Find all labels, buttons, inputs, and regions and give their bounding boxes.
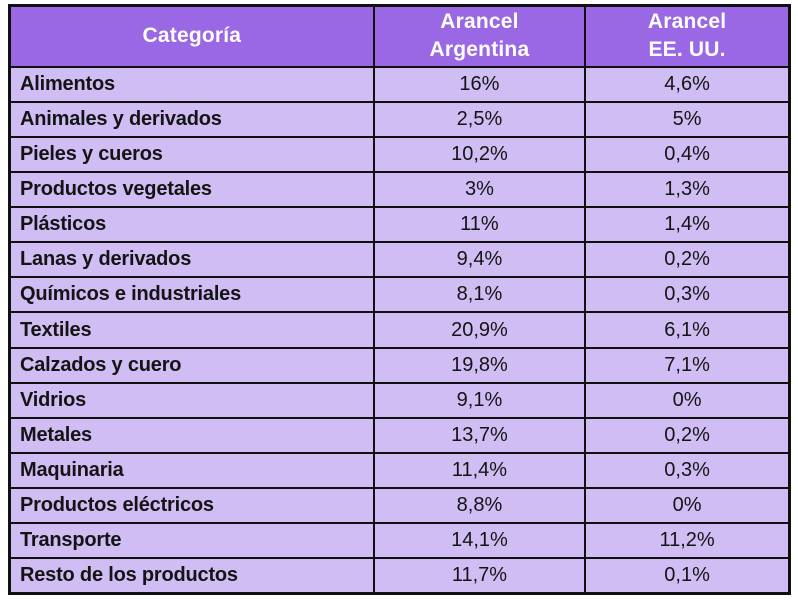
category-cell: Resto de los productos xyxy=(8,557,375,595)
table-row: Animales y derivados 2,5% 5% xyxy=(8,100,791,138)
table-body: Alimentos 16% 4,6% Animales y derivados 2,5%… xyxy=(8,65,791,595)
value-cell: 11,2% xyxy=(584,522,791,560)
table-row: Calzados y cuero 19,8% 7,1% xyxy=(8,346,791,384)
table-row: Plásticos 11% 1,4% xyxy=(8,206,791,244)
value-cell: 9,1% xyxy=(372,381,587,419)
value-cell: 0,3% xyxy=(584,276,791,314)
value-cell: 14,1% xyxy=(372,522,587,560)
value-cell: 11,4% xyxy=(372,451,587,490)
category-cell: Productos vegetales xyxy=(8,171,375,209)
table-row: Textiles 20,9% 6,1% xyxy=(8,311,791,349)
header-row: Categoría Arancel Argentina Arancel EE. … xyxy=(8,4,791,68)
value-cell: 5% xyxy=(584,100,791,138)
category-cell: Calzados y cuero xyxy=(8,346,375,384)
value-cell: 11% xyxy=(372,206,587,244)
table-row: Productos eléctricos 8,8% 0% xyxy=(8,486,791,525)
value-cell: 0,4% xyxy=(584,135,791,174)
table-row: Transporte 14,1% 11,2% xyxy=(8,522,791,560)
value-cell: 0,1% xyxy=(584,557,791,595)
header-arancel-eeuu: Arancel EE. UU. xyxy=(584,4,791,68)
category-cell: Metales xyxy=(8,416,375,454)
value-cell: 0% xyxy=(584,486,791,525)
category-cell: Alimentos xyxy=(8,65,375,103)
table-row: Productos vegetales 3% 1,3% xyxy=(8,171,791,209)
category-cell: Vidrios xyxy=(8,381,375,419)
table-row: Alimentos 16% 4,6% xyxy=(8,65,791,103)
value-cell: 7,1% xyxy=(584,346,791,384)
value-cell: 1,4% xyxy=(584,206,791,244)
category-cell: Plásticos xyxy=(8,206,375,244)
value-cell: 2,5% xyxy=(372,100,587,138)
table-row: Metales 13,7% 0,2% xyxy=(8,416,791,454)
value-cell: 11,7% xyxy=(372,557,587,595)
value-cell: 0,2% xyxy=(584,416,791,454)
category-cell: Animales y derivados xyxy=(8,100,375,138)
value-cell: 8,8% xyxy=(372,486,587,525)
header-arancel-argentina: Arancel Argentina xyxy=(372,4,587,68)
value-cell: 8,1% xyxy=(372,276,587,314)
value-cell: 6,1% xyxy=(584,311,791,349)
table-row: Vidrios 9,1% 0% xyxy=(8,381,791,419)
value-cell: 13,7% xyxy=(372,416,587,454)
value-cell: 4,6% xyxy=(584,65,791,103)
category-cell: Transporte xyxy=(8,522,375,560)
category-cell: Productos eléctricos xyxy=(8,486,375,525)
value-cell: 20,9% xyxy=(372,311,587,349)
value-cell: 9,4% xyxy=(372,241,587,279)
category-cell: Lanas y derivados xyxy=(8,241,375,279)
value-cell: 16% xyxy=(372,65,587,103)
value-cell: 3% xyxy=(372,171,587,209)
table-row: Pieles y cueros 10,2% 0,4% xyxy=(8,135,791,174)
value-cell: 10,2% xyxy=(372,135,587,174)
tariff-table: Categoría Arancel Argentina Arancel EE. … xyxy=(8,4,791,595)
header-categoria: Categoría xyxy=(8,4,375,68)
value-cell: 1,3% xyxy=(584,171,791,209)
table-row: Resto de los productos 11,7% 0,1% xyxy=(8,557,791,595)
value-cell: 0,3% xyxy=(584,451,791,490)
category-cell: Maquinaria xyxy=(8,451,375,490)
category-cell: Textiles xyxy=(8,311,375,349)
table-header: Categoría Arancel Argentina Arancel EE. … xyxy=(8,4,791,68)
category-cell: Pieles y cueros xyxy=(8,135,375,174)
table-row: Maquinaria 11,4% 0,3% xyxy=(8,451,791,490)
table-row: Lanas y derivados 9,4% 0,2% xyxy=(8,241,791,279)
table-row: Químicos e industriales 8,1% 0,3% xyxy=(8,276,791,314)
value-cell: 0% xyxy=(584,381,791,419)
value-cell: 19,8% xyxy=(372,346,587,384)
value-cell: 0,2% xyxy=(584,241,791,279)
category-cell: Químicos e industriales xyxy=(8,276,375,314)
